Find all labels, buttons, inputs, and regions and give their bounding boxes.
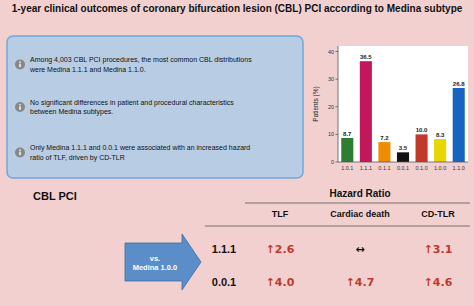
x-tick-label: 1.1.0: [453, 165, 465, 171]
text-line: vs.: [150, 254, 160, 263]
data-label: 8.7: [343, 131, 352, 137]
bar: [434, 139, 446, 162]
y-tick-label: 20: [328, 104, 334, 110]
info-icon: [15, 102, 25, 112]
table-row-label: 1.1.1: [212, 243, 236, 255]
info-icon-bar: [19, 106, 20, 110]
y-axis-label: Patients (%): [312, 86, 320, 121]
table-header: Cardiac death: [330, 209, 390, 219]
info-icon-bar: [19, 152, 20, 156]
bullet-text: Only Medina 1.1.1 and 0.0.1 were associa…: [30, 144, 250, 162]
data-label: 36.5: [360, 54, 372, 60]
y-tick-label: 10: [328, 131, 334, 137]
chart: Among 4,003 CBL PCI procedures, the most…: [0, 0, 474, 306]
x-tick-label: 0.0.1: [397, 165, 409, 171]
table-rule: [205, 226, 470, 227]
bullet-text: No significant differences in patient an…: [30, 99, 234, 117]
plot-background: [338, 46, 468, 162]
info-icon-bar: [19, 64, 20, 68]
table-cell: ↑4.6: [424, 276, 453, 289]
info-icon: [15, 59, 25, 69]
bar: [378, 142, 390, 162]
table-cell: ↑2.6: [266, 243, 295, 256]
group-label: CBL PCI: [33, 190, 77, 202]
info-icon-dot: [19, 104, 21, 106]
info-icon-circle: [15, 147, 25, 157]
table-title: Hazard Ratio: [329, 188, 390, 199]
x-tick-label: 0.1.0: [415, 165, 427, 171]
title: 1-year clinical outcomes of coronary bif…: [4, 3, 470, 15]
bullet-text: Among 4,003 CBL PCI procedures, the most…: [29, 56, 252, 73]
table-header: TLF: [272, 209, 289, 219]
bar: [397, 152, 409, 162]
text-line: ratio of TLF, driven by CD-TLR: [30, 154, 125, 162]
data-label: 3.5: [399, 145, 408, 151]
table-rule: [245, 203, 470, 204]
bars: [341, 61, 465, 162]
x-tick-label: 1.1.1: [360, 165, 372, 171]
data-label: 26.8: [453, 81, 465, 87]
text-line: Only Medina 1.1.1 and 0.0.1 were associa…: [30, 144, 250, 152]
text-line: No significant differences in patient an…: [30, 99, 234, 107]
table-cell: ↔: [355, 243, 364, 256]
table-header: CD-TLR: [421, 209, 455, 219]
table-cell: ↑4.7: [346, 276, 375, 289]
info-icon-dot: [19, 149, 21, 151]
info-icon: [15, 147, 25, 157]
table-cell: ↑4.0: [266, 276, 295, 289]
x-tick-label: 1.0.1: [341, 165, 353, 171]
comparison-arrow: [125, 234, 201, 290]
text-line: between Medina subtypes.: [30, 108, 113, 116]
bar: [360, 61, 372, 162]
x-tick-label: 0.1.1: [378, 165, 390, 171]
info-box: [7, 36, 303, 178]
comparison-label: vs.Medina 1.0.0: [133, 254, 178, 272]
table-row-label: 0.0.1: [212, 276, 236, 288]
data-label: 7.2: [380, 135, 389, 141]
y-tick-label: 30: [328, 76, 334, 82]
y-tick-label: 40: [328, 49, 334, 55]
table-cell: ↑3.1: [424, 243, 453, 256]
data-label: 8.3: [436, 132, 445, 138]
info-icon-circle: [15, 102, 25, 112]
data-label: 10.0: [416, 127, 428, 133]
bar: [341, 138, 353, 162]
text-line: Medina 1.0.0: [133, 263, 178, 272]
text-line: were Medina 1.1.1 and Medina 1.1.0.: [29, 66, 146, 73]
x-axis: [338, 162, 468, 163]
info-icon-dot: [19, 61, 21, 63]
y-axis: [338, 46, 339, 162]
y-tick-label: 0: [331, 159, 334, 165]
text-line: Among 4,003 CBL PCI procedures, the most…: [30, 56, 252, 64]
x-tick-label: 1.0.0: [434, 165, 446, 171]
bar: [416, 134, 428, 162]
info-icon-circle: [15, 59, 25, 69]
bar: [453, 88, 465, 162]
